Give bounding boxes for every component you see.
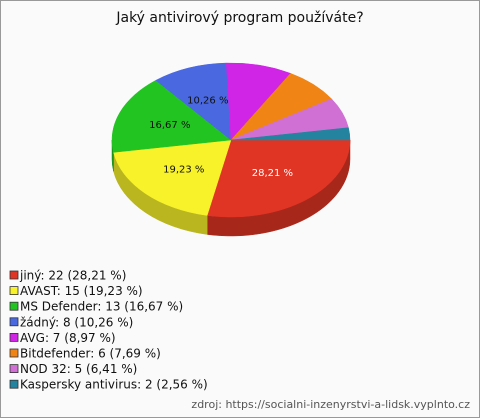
legend-label: Bitdefender: 6 (7,69 %) bbox=[20, 347, 161, 361]
legend-label: MS Defender: 13 (16,67 %) bbox=[20, 300, 183, 314]
legend-swatch bbox=[9, 317, 19, 327]
slice bbox=[113, 139, 232, 216]
slice-label: 28,21 % bbox=[252, 168, 293, 179]
legend-label: Kaspersky antivirus: 2 (2,56 %) bbox=[20, 378, 208, 392]
legend-swatch bbox=[9, 286, 19, 296]
chart-title: Jaký antivirový program používáte? bbox=[115, 10, 363, 26]
legend-label: AVAST: 15 (19,23 %) bbox=[20, 284, 143, 298]
legend-swatch bbox=[9, 301, 19, 311]
slice-label: 10,26 % bbox=[187, 95, 228, 106]
legend-label: AVG: 7 (8,97 %) bbox=[20, 331, 116, 345]
slice-label: 16,67 % bbox=[149, 120, 190, 131]
legend-label: žádný: 8 (10,26 %) bbox=[20, 315, 133, 329]
slice bbox=[230, 127, 351, 141]
slice bbox=[206, 139, 351, 218]
slice-label: 19,23 % bbox=[163, 164, 204, 175]
legend-swatch bbox=[9, 332, 19, 342]
slice bbox=[111, 80, 232, 153]
legend-label: NOD 32: 5 (6,41 %) bbox=[20, 362, 137, 376]
legend-swatch bbox=[9, 379, 19, 389]
slice bbox=[155, 62, 232, 141]
legend-label: jiný: 22 (28,21 %) bbox=[19, 269, 126, 283]
legend-swatch bbox=[9, 270, 19, 280]
legend-swatch bbox=[9, 364, 19, 374]
legend-swatch bbox=[9, 348, 19, 358]
source: zdroj: https://socialni-inzenyrstvi-a-li… bbox=[191, 398, 470, 411]
